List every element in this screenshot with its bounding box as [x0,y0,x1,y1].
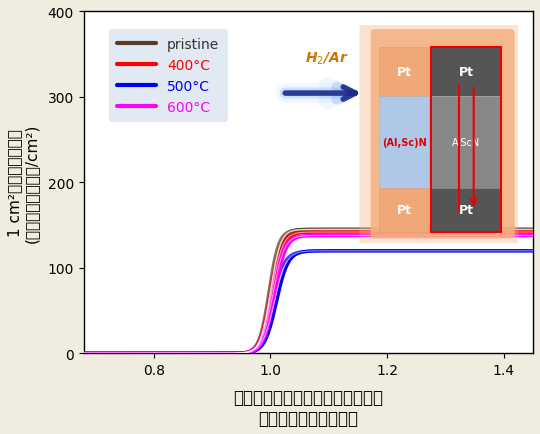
Text: Pt: Pt [397,204,411,217]
Bar [431,96,501,189]
Y-axis label: 1 cm²当たりの分極値
(マイクロクーロン/cm²): 1 cm²当たりの分極値 (マイクロクーロン/cm²) [7,123,39,243]
Text: (Al,Sc)N: (Al,Sc)N [382,138,427,148]
Text: Pt: Pt [459,204,474,217]
Bar [431,48,501,96]
Bar [431,48,501,232]
FancyBboxPatch shape [370,30,515,239]
Text: AlScN: AlScN [452,138,481,148]
FancyArrowPatch shape [285,88,349,100]
Bar [431,189,501,232]
Bar [379,48,429,96]
Text: Pt: Pt [459,66,474,79]
Legend: pristine, 400°C, 500°C, 600°C: pristine, 400°C, 500°C, 600°C [109,30,227,123]
Text: H$_2$/Ar: H$_2$/Ar [305,50,349,67]
FancyArrowPatch shape [285,88,355,100]
FancyBboxPatch shape [360,20,523,248]
Bar [379,189,429,232]
X-axis label: 分極が反転する電界で規格化した
単位長さあたりの電圧: 分極が反転する電界で規格化した 単位長さあたりの電圧 [233,388,383,427]
FancyArrowPatch shape [285,88,340,100]
Text: Pt: Pt [397,66,411,79]
Bar [379,96,429,189]
